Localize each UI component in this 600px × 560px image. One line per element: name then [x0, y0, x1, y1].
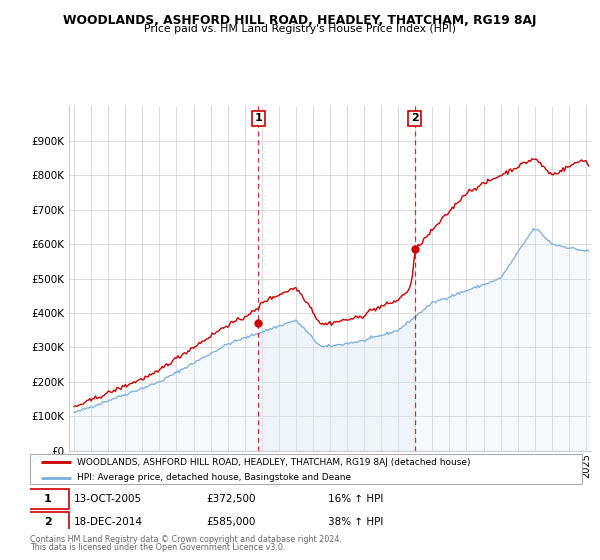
Text: 38% ↑ HPI: 38% ↑ HPI — [328, 517, 383, 526]
Text: HPI: Average price, detached house, Basingstoke and Deane: HPI: Average price, detached house, Basi… — [77, 473, 351, 482]
FancyBboxPatch shape — [27, 512, 68, 531]
FancyBboxPatch shape — [30, 454, 582, 484]
Text: This data is licensed under the Open Government Licence v3.0.: This data is licensed under the Open Gov… — [30, 543, 286, 552]
Text: 2: 2 — [411, 114, 418, 123]
Text: 16% ↑ HPI: 16% ↑ HPI — [328, 494, 383, 504]
Text: 18-DEC-2014: 18-DEC-2014 — [74, 517, 143, 526]
Text: Price paid vs. HM Land Registry's House Price Index (HPI): Price paid vs. HM Land Registry's House … — [144, 24, 456, 34]
Text: WOODLANDS, ASHFORD HILL ROAD, HEADLEY, THATCHAM, RG19 8AJ (detached house): WOODLANDS, ASHFORD HILL ROAD, HEADLEY, T… — [77, 458, 470, 466]
Text: 1: 1 — [254, 114, 262, 123]
Text: £372,500: £372,500 — [206, 494, 256, 504]
Text: 2: 2 — [44, 517, 52, 526]
Text: Contains HM Land Registry data © Crown copyright and database right 2024.: Contains HM Land Registry data © Crown c… — [30, 535, 342, 544]
Text: 13-OCT-2005: 13-OCT-2005 — [74, 494, 142, 504]
FancyBboxPatch shape — [27, 489, 68, 509]
Text: WOODLANDS, ASHFORD HILL ROAD, HEADLEY, THATCHAM, RG19 8AJ: WOODLANDS, ASHFORD HILL ROAD, HEADLEY, T… — [63, 14, 537, 27]
Text: £585,000: £585,000 — [206, 517, 256, 526]
Text: 1: 1 — [44, 494, 52, 504]
